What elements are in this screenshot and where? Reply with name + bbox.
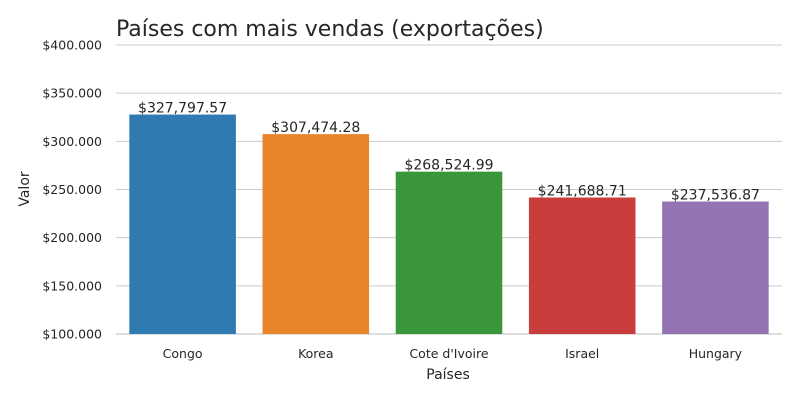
bar-value-labels: $327,797.57 $307,474.28 $268,524.99 $241,68… xyxy=(138,101,760,204)
y-axis-label: Valor xyxy=(17,171,33,207)
x-axis-ticks: Congo Korea Cote d'Ivoire Israel Hungary xyxy=(163,346,743,361)
x-axis-label: Países xyxy=(426,367,469,383)
y-axis-ticks: $100.000 $150.000 $200.000 $250.000 $300.000… xyxy=(42,38,102,342)
x-tick-label: Congo xyxy=(163,346,203,361)
bar-value-label: $237,536.87 xyxy=(671,188,760,204)
bar-value-label: $327,797.57 xyxy=(138,101,227,117)
x-tick-label: Korea xyxy=(298,346,333,361)
bar-value-label: $241,688.71 xyxy=(538,184,627,200)
bar-congo xyxy=(129,114,236,334)
bar-value-label: $307,474.28 xyxy=(271,120,360,136)
bar-cote-d-ivoire xyxy=(395,171,503,334)
y-tick-label: $200.000 xyxy=(42,230,102,245)
y-tick-label: $400.000 xyxy=(42,38,102,53)
bar-hungary xyxy=(662,201,769,334)
x-tick-label: Hungary xyxy=(689,346,743,361)
x-tick-label: Israel xyxy=(565,346,599,361)
y-tick-label: $100.000 xyxy=(42,327,102,342)
x-tick-label: Cote d'Ivoire xyxy=(409,346,488,361)
y-tick-label: $300.000 xyxy=(42,134,102,149)
y-tick-label: $250.000 xyxy=(42,182,102,197)
bar-korea xyxy=(262,134,370,334)
y-tick-label: $150.000 xyxy=(42,278,102,293)
chart-title: Países com mais vendas (exportações) xyxy=(116,17,544,42)
bar-value-label: $268,524.99 xyxy=(404,158,493,174)
bars xyxy=(129,114,769,334)
bar-israel xyxy=(528,197,636,334)
y-tick-label: $350.000 xyxy=(42,86,102,101)
